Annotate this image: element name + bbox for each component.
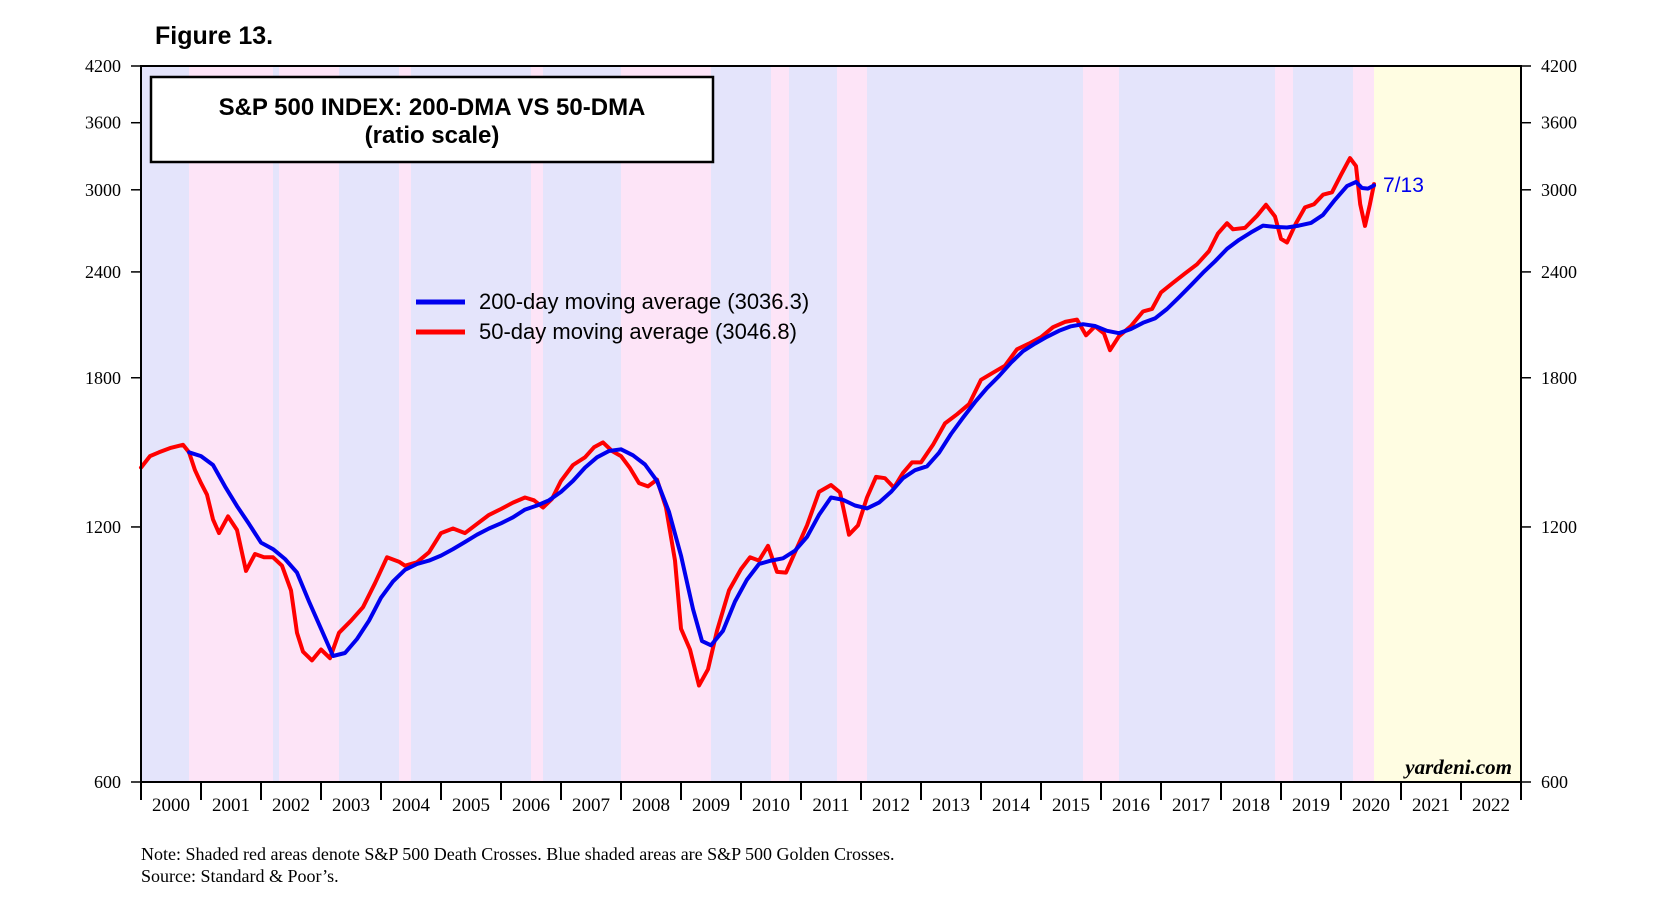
xtick-label: 2017 <box>1172 795 1210 816</box>
xtick-label: 2015 <box>1052 795 1090 816</box>
xtick-label: 2008 <box>632 795 670 816</box>
death-shade-region <box>279 66 339 782</box>
ytick-right-label: 3000 <box>1541 180 1577 200</box>
xtick-label: 2016 <box>1112 795 1150 816</box>
xtick-label: 2022 <box>1472 795 1510 816</box>
ytick-right-label: 1800 <box>1541 368 1577 388</box>
ytick-left-label: 1200 <box>85 517 121 537</box>
end-date-label: 7/13 <box>1383 174 1424 197</box>
golden-shade-region <box>273 66 279 782</box>
forecast-shade-region <box>1374 66 1521 782</box>
xtick-label: 2001 <box>212 795 250 816</box>
source-text: Source: Standard & Poor’s. <box>141 866 339 886</box>
legend: 200-day moving average (3036.3) 50-day m… <box>416 289 809 344</box>
legend-label-50dma: 50-day moving average (3046.8) <box>479 319 797 344</box>
axes: 600 600 1200 1200 1800 1800 2400 2400 3000 3000 36… <box>85 56 1577 816</box>
plot-frame <box>140 65 1522 783</box>
notes: Note: Shaded red areas denote S&P 500 De… <box>141 843 895 887</box>
xtick-label: 2002 <box>272 795 310 816</box>
golden-shade-region <box>867 66 1083 782</box>
shaded-regions <box>141 66 1521 782</box>
golden-shade-region <box>1119 66 1275 782</box>
death-shade-region <box>771 66 789 782</box>
death-shade-region <box>1101 66 1119 782</box>
ytick-right-label: 3600 <box>1541 113 1577 133</box>
ytick-left-label: 4200 <box>85 56 121 76</box>
chart-subtitle: (ratio scale) <box>365 122 500 149</box>
ytick-right-label: 4200 <box>1541 56 1577 76</box>
figure-label: Figure 13. <box>155 22 274 50</box>
title-box <box>149 75 715 164</box>
xtick-label: 2006 <box>512 795 550 816</box>
death-shade-region <box>531 66 543 782</box>
death-shade-region <box>189 66 273 782</box>
ytick-left-label: 3600 <box>85 113 121 133</box>
death-shade-region <box>621 66 711 782</box>
ytick-left-label: 3000 <box>85 180 121 200</box>
note-text: Note: Shaded red areas denote S&P 500 De… <box>141 844 895 864</box>
ytick-right-label: 600 <box>1541 772 1568 792</box>
ytick-left-label: 600 <box>94 772 121 792</box>
series-200dma-line <box>187 179 1376 658</box>
golden-shade-region <box>543 66 621 782</box>
death-shade-region <box>399 66 411 782</box>
xtick-label: 2013 <box>932 795 970 816</box>
golden-shade-region <box>141 66 189 782</box>
xtick-label: 2005 <box>452 795 490 816</box>
death-shade-region <box>1353 66 1374 782</box>
chart-title: S&P 500 INDEX: 200-DMA VS 50-DMA <box>219 94 646 121</box>
xtick-label: 2020 <box>1352 795 1390 816</box>
xtick-label: 2004 <box>392 795 431 816</box>
xtick-label: 2003 <box>332 795 370 816</box>
death-shade-region <box>837 66 867 782</box>
ytick-right-label: 1200 <box>1541 517 1577 537</box>
death-shade-region <box>1083 66 1101 782</box>
golden-shade-region <box>411 66 531 782</box>
xtick-label: 2011 <box>812 795 849 816</box>
golden-shade-region <box>339 66 399 782</box>
golden-shade-region <box>1293 66 1353 782</box>
ytick-right-label: 2400 <box>1541 262 1577 282</box>
xtick-label: 2000 <box>152 795 190 816</box>
xtick-label: 2012 <box>872 795 910 816</box>
xtick-label: 2009 <box>692 795 730 816</box>
xtick-label: 2021 <box>1412 795 1450 816</box>
golden-shade-region <box>789 66 837 782</box>
xtick-label: 2018 <box>1232 795 1270 816</box>
ytick-left-label: 1800 <box>85 368 121 388</box>
golden-shade-region <box>711 66 771 782</box>
xtick-label: 2019 <box>1292 795 1330 816</box>
legend-label-200dma: 200-day moving average (3036.3) <box>479 289 809 314</box>
series-lines <box>139 156 1376 688</box>
ytick-left-label: 2400 <box>85 262 121 282</box>
xtick-label: 2007 <box>572 795 610 816</box>
xtick-label: 2014 <box>992 795 1031 816</box>
watermark: yardeni.com <box>1402 755 1512 779</box>
death-shade-region <box>1275 66 1293 782</box>
series-50dma-line <box>139 156 1376 688</box>
xtick-label: 2010 <box>752 795 790 816</box>
